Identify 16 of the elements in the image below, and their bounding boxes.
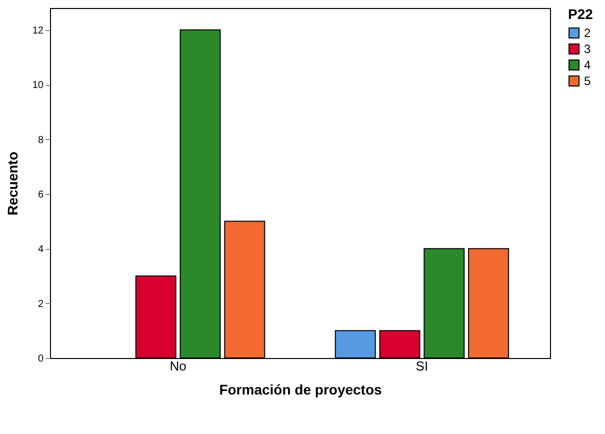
x-tick-label: No	[170, 358, 186, 374]
y-axis-title: Recuento	[4, 152, 20, 216]
y-tick-label: 0	[38, 354, 44, 364]
y-tick-label: 4	[38, 244, 44, 256]
x-tick-label: SI	[416, 358, 428, 374]
legend-title: P22	[568, 6, 594, 22]
legend-label: 4	[584, 58, 591, 72]
x-axis-title: Formación de proyectos	[219, 382, 382, 398]
y-tick-label: 8	[38, 134, 44, 146]
legend-label: 3	[584, 42, 591, 56]
legend-label: 2	[584, 26, 591, 40]
y-tick-label: 12	[32, 25, 44, 36]
y-tick-label: 6	[38, 189, 44, 200]
y-tick-label: 2	[38, 298, 44, 310]
legend-label: 5	[584, 74, 591, 88]
y-tick-label: 10	[32, 80, 44, 92]
